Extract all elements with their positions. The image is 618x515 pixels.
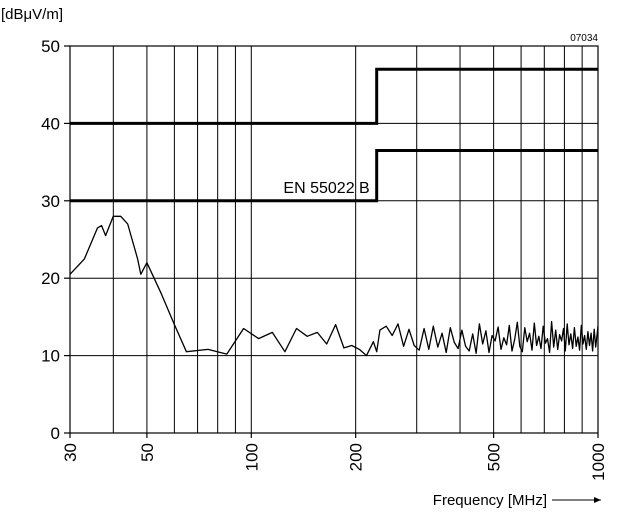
y-tick-label-10: 10 — [41, 347, 60, 366]
figure-code: 07034 — [570, 33, 598, 44]
x-tick-labels: 30 50 100 200 500 1000 — [61, 433, 608, 481]
y-axis-label: [dBμV/m] — [1, 6, 63, 23]
x-tick-label-200: 200 — [347, 443, 366, 471]
vertical-gridlines — [112, 46, 583, 433]
y-tick-label-50: 50 — [41, 37, 60, 56]
y-tick-label-40: 40 — [41, 114, 60, 133]
x-axis-arrow-head — [594, 497, 601, 503]
y-tick-label-30: 30 — [41, 192, 60, 211]
x-axis-label: Frequency [MHz] — [433, 492, 547, 509]
limit-line-2 — [70, 149, 598, 203]
x-tick-label-100: 100 — [242, 443, 261, 471]
measurement-line-1 — [69, 215, 599, 357]
limit-line-label: EN 55022 B — [283, 180, 369, 197]
limit-line-1 — [70, 67, 598, 125]
x-tick-label-1000: 1000 — [589, 443, 608, 481]
y-tick-label-20: 20 — [41, 269, 60, 288]
x-axis-label-group: Frequency [MHz] — [433, 492, 601, 509]
y-tick-labels: 0 10 20 30 40 50 — [41, 37, 70, 443]
x-tick-label-500: 500 — [485, 443, 504, 471]
measurement-series — [69, 215, 599, 357]
limit-lines: EN 55022 B — [70, 67, 598, 203]
horizontal-gridlines — [70, 122, 598, 357]
y-tick-label-0: 0 — [51, 424, 60, 443]
x-tick-label-50: 50 — [138, 443, 157, 462]
plot-frame — [69, 45, 599, 434]
x-tick-label-30: 30 — [61, 443, 80, 462]
